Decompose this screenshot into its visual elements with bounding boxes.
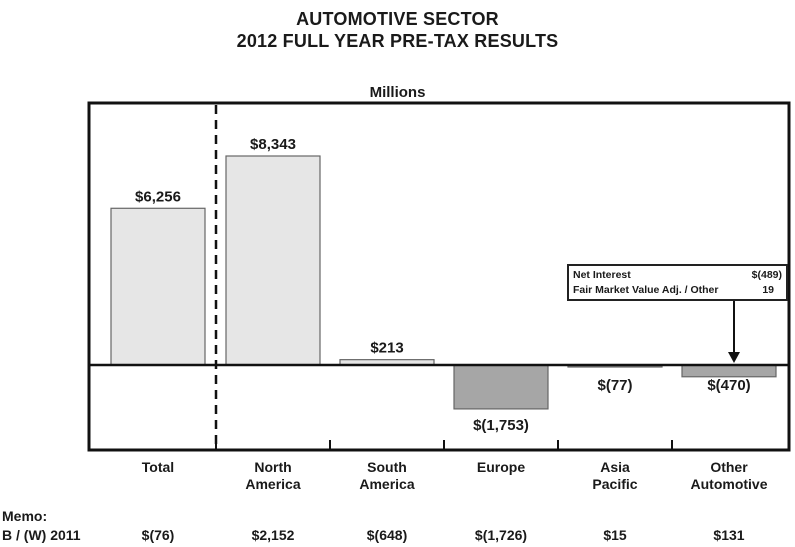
callout-value: $(489) [751, 269, 782, 281]
callout-arrow-head [728, 352, 740, 363]
callout-label: Fair Market Value Adj. / Other [573, 284, 719, 296]
memo-title: Memo: [2, 508, 48, 524]
category-label: Asia Pacific [592, 459, 638, 492]
plot-frame [87, 101, 791, 452]
memo-value: $131 [713, 527, 745, 543]
bar [225, 155, 321, 366]
data-label: $6,256 [135, 188, 181, 205]
callout-box: Net Interest $(489) Fair Market Value Ad… [567, 264, 788, 301]
data-labels-group: $6,256 $8,343 $213 $(1,753) $(77) $(470) [135, 136, 751, 434]
callout-value: 19 [762, 284, 774, 296]
category-label: North America [245, 459, 301, 492]
callout-label: Net Interest [573, 269, 631, 281]
units-label: Millions [369, 84, 426, 101]
memo-value: $2,152 [251, 527, 295, 543]
data-label: $213 [370, 340, 403, 357]
callout-row-net-interest: Net Interest $(489) [573, 268, 782, 283]
bar [110, 207, 206, 366]
chart-title: AUTOMOTIVE SECTOR 2012 FULL YEAR PRE-TAX… [0, 8, 795, 52]
data-label: $(1,753) [473, 417, 529, 434]
memo-value: $(76) [141, 527, 175, 543]
data-label: $(470) [707, 377, 750, 394]
title-line-2: 2012 FULL YEAR PRE-TAX RESULTS [236, 31, 559, 51]
category-label: South America [359, 459, 415, 492]
memo-value: $15 [603, 527, 627, 543]
category-label: Other Automotive [690, 459, 768, 492]
title-line-1: AUTOMOTIVE SECTOR [296, 9, 499, 29]
memo-row-label: B / (W) 2011 [2, 527, 81, 543]
category-label: Europe [476, 459, 526, 475]
memo-value: $(648) [366, 527, 408, 543]
callout-row-fair-market: Fair Market Value Adj. / Other 19 [573, 283, 782, 298]
data-label: $8,343 [250, 136, 296, 153]
memo-value: $(1,726) [474, 527, 528, 543]
data-label: $(77) [597, 377, 632, 394]
category-label: Total [141, 459, 175, 475]
bar [453, 364, 549, 410]
bar [681, 364, 777, 378]
axis-ticks [215, 440, 673, 450]
